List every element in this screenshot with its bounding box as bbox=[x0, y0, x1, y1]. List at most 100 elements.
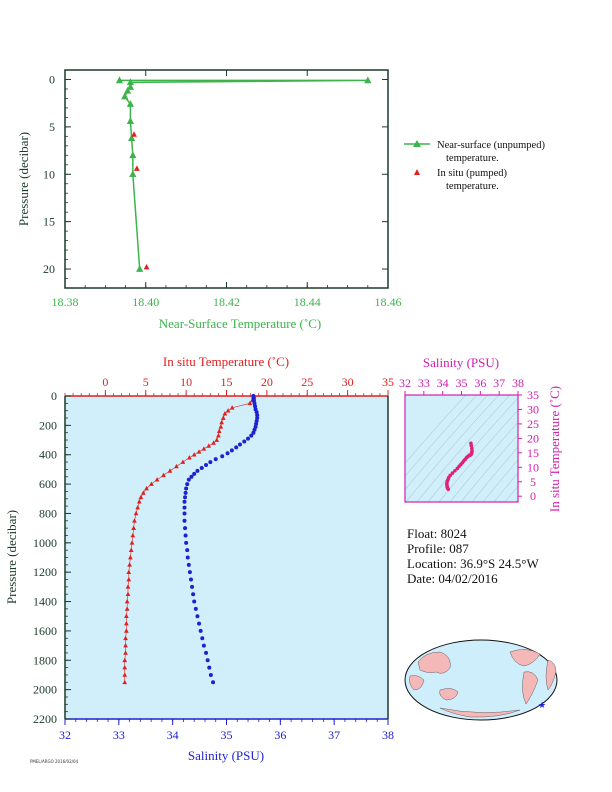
ts-density-contour bbox=[438, 409, 518, 502]
temperature-tick-label: 0 bbox=[102, 375, 108, 389]
salinity-point bbox=[200, 636, 205, 641]
near-surface-chart: 18.38 18.40 18.42 18.44 18.46 0 5 10 15 20 Near-S… bbox=[16, 69, 545, 331]
salinity-point bbox=[192, 599, 197, 604]
salinity-point bbox=[185, 555, 190, 560]
salinity-point bbox=[195, 468, 200, 473]
map-land-north-america bbox=[509, 649, 541, 667]
top-x-tick-label: 18.42 bbox=[213, 295, 240, 309]
salinity-tick-label: 33 bbox=[113, 728, 125, 742]
legend-marker-pumped bbox=[414, 169, 420, 175]
ts-x-tick-label: 34 bbox=[437, 376, 449, 390]
salinity-point bbox=[204, 650, 209, 655]
ts-x-tick-label: 33 bbox=[418, 376, 430, 390]
ts-density-contour bbox=[530, 385, 612, 512]
ts-chart-series bbox=[445, 441, 474, 492]
salinity-point bbox=[186, 562, 191, 567]
salinity-point bbox=[208, 460, 213, 465]
temperature-axis-label: In situ Temperature (˚C) bbox=[163, 354, 289, 369]
temperature-point bbox=[174, 463, 179, 469]
temperature-point bbox=[144, 485, 149, 491]
pumped-temperature-point bbox=[143, 263, 150, 270]
temperature-point bbox=[124, 628, 129, 633]
salinity-point bbox=[205, 658, 210, 663]
salinity-tick-label: 37 bbox=[328, 728, 340, 742]
temperature-tick-label: 20 bbox=[261, 375, 273, 389]
temperature-point bbox=[218, 424, 224, 429]
temperature-point bbox=[131, 525, 136, 530]
salinity-tick-label: 38 bbox=[382, 728, 394, 742]
temperature-point bbox=[154, 477, 160, 482]
top-chart-ticks: 18.38 18.40 18.42 18.44 18.46 0 5 10 15 20 bbox=[43, 70, 402, 309]
temperature-point bbox=[138, 494, 144, 500]
profile-chart-series bbox=[122, 393, 260, 685]
profile-chart: 0 5 10 15 20 25 30 35 32 33 34 35 36 37 38 0 200 400 600 80… bbox=[4, 354, 394, 763]
unpumped-temperature-point bbox=[136, 265, 144, 272]
legend-label-pumped-1: In situ (pumped) bbox=[437, 168, 507, 179]
salinity-point bbox=[213, 457, 218, 462]
top-x-axis-label: Near-Surface Temperature (˚C) bbox=[159, 316, 321, 331]
float-info: Float: 8024 Profile: 087 Location: 36.9°… bbox=[407, 526, 539, 586]
temperature-point bbox=[122, 665, 128, 670]
ts-point bbox=[470, 446, 474, 451]
salinity-point bbox=[249, 433, 254, 438]
ts-y-tick-label: 0 bbox=[530, 489, 536, 503]
temperature-point bbox=[129, 540, 135, 545]
legend-label-pumped-2: temperature. bbox=[446, 181, 499, 192]
ts-density-contour bbox=[405, 395, 489, 491]
salinity-point bbox=[225, 451, 230, 456]
map-land-africa-west bbox=[409, 675, 425, 691]
unpumped-temperature-point bbox=[129, 151, 137, 159]
unpumped-temperature-point bbox=[115, 76, 124, 84]
ts-density-contour bbox=[449, 421, 518, 502]
temperature-point bbox=[229, 405, 235, 410]
unpumped-temperature-point bbox=[123, 86, 132, 94]
salinity-point bbox=[255, 413, 260, 418]
salinity-point bbox=[191, 592, 196, 597]
temperature-point bbox=[128, 554, 133, 560]
salinity-point bbox=[199, 465, 204, 470]
ts-x-tick-label: 35 bbox=[456, 376, 468, 390]
top-y-tick-label: 5 bbox=[49, 120, 55, 134]
float-location: Location: 36.9°S 24.5°W bbox=[407, 556, 539, 571]
float-position-star-icon: ★ bbox=[538, 701, 546, 711]
temperature-point bbox=[135, 504, 141, 510]
temperature-point bbox=[140, 490, 146, 495]
top-y-tick-label: 20 bbox=[43, 262, 55, 276]
temperature-point bbox=[216, 433, 221, 438]
temperature-point bbox=[122, 672, 128, 677]
temperature-point bbox=[126, 576, 132, 582]
ts-x-tick-label: 37 bbox=[493, 376, 505, 390]
top-x-tick-label: 18.40 bbox=[132, 295, 159, 309]
ts-y-tick-label: 15 bbox=[527, 446, 539, 460]
temperature-point bbox=[124, 613, 129, 619]
ts-density-contour bbox=[405, 395, 500, 502]
temperature-point bbox=[130, 532, 136, 538]
salinity-point bbox=[242, 439, 247, 444]
ts-point bbox=[453, 468, 457, 473]
ts-y-tick-label: 30 bbox=[527, 402, 539, 416]
salinity-point bbox=[183, 495, 188, 500]
map-land-australia bbox=[439, 688, 459, 701]
pressure-tick-label: 2000 bbox=[33, 683, 57, 697]
temperature-tick-label: 30 bbox=[342, 375, 354, 389]
top-chart-series bbox=[115, 76, 372, 272]
map-land-africa-east bbox=[545, 659, 557, 691]
salinity-point bbox=[204, 463, 209, 468]
ts-x-axis-label: Salinity (PSU) bbox=[423, 355, 499, 370]
salinity-point bbox=[183, 526, 188, 531]
footer-note: PMEL/ARGO 2016/02/04 bbox=[30, 759, 79, 764]
legend-label-unpumped-1: Near-surface (unpumped) bbox=[437, 140, 545, 151]
top-chart-frame bbox=[64, 69, 389, 289]
temperature-point bbox=[161, 472, 166, 478]
salinity-point bbox=[190, 584, 195, 589]
ts-y-tick-label: 35 bbox=[527, 388, 539, 402]
unpumped-temperature-point bbox=[121, 92, 129, 100]
temperature-point bbox=[126, 569, 132, 575]
temperature-tick-label: 10 bbox=[180, 375, 192, 389]
pressure-tick-label: 400 bbox=[39, 448, 57, 462]
ts-y-tick-label: 25 bbox=[527, 417, 539, 431]
map-land-south-america bbox=[522, 671, 539, 705]
temperature-point bbox=[225, 408, 231, 413]
salinity-point bbox=[197, 621, 202, 626]
